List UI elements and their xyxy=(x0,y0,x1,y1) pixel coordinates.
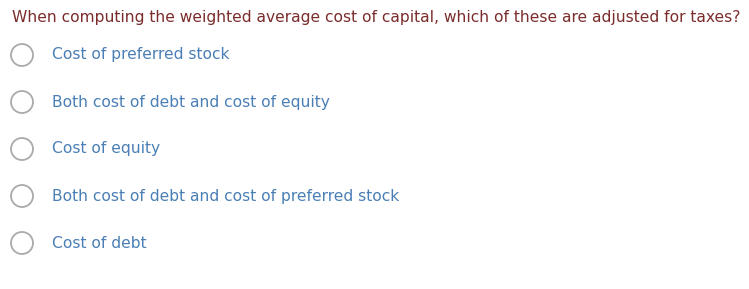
Text: Both cost of debt and cost of preferred stock: Both cost of debt and cost of preferred … xyxy=(52,188,399,203)
Text: When computing the weighted average cost of capital, which of these are adjusted: When computing the weighted average cost… xyxy=(12,10,741,25)
Text: Cost of preferred stock: Cost of preferred stock xyxy=(52,47,229,62)
Text: Both cost of debt and cost of equity: Both cost of debt and cost of equity xyxy=(52,95,330,110)
Text: Cost of debt: Cost of debt xyxy=(52,236,147,251)
Text: Cost of equity: Cost of equity xyxy=(52,142,160,157)
